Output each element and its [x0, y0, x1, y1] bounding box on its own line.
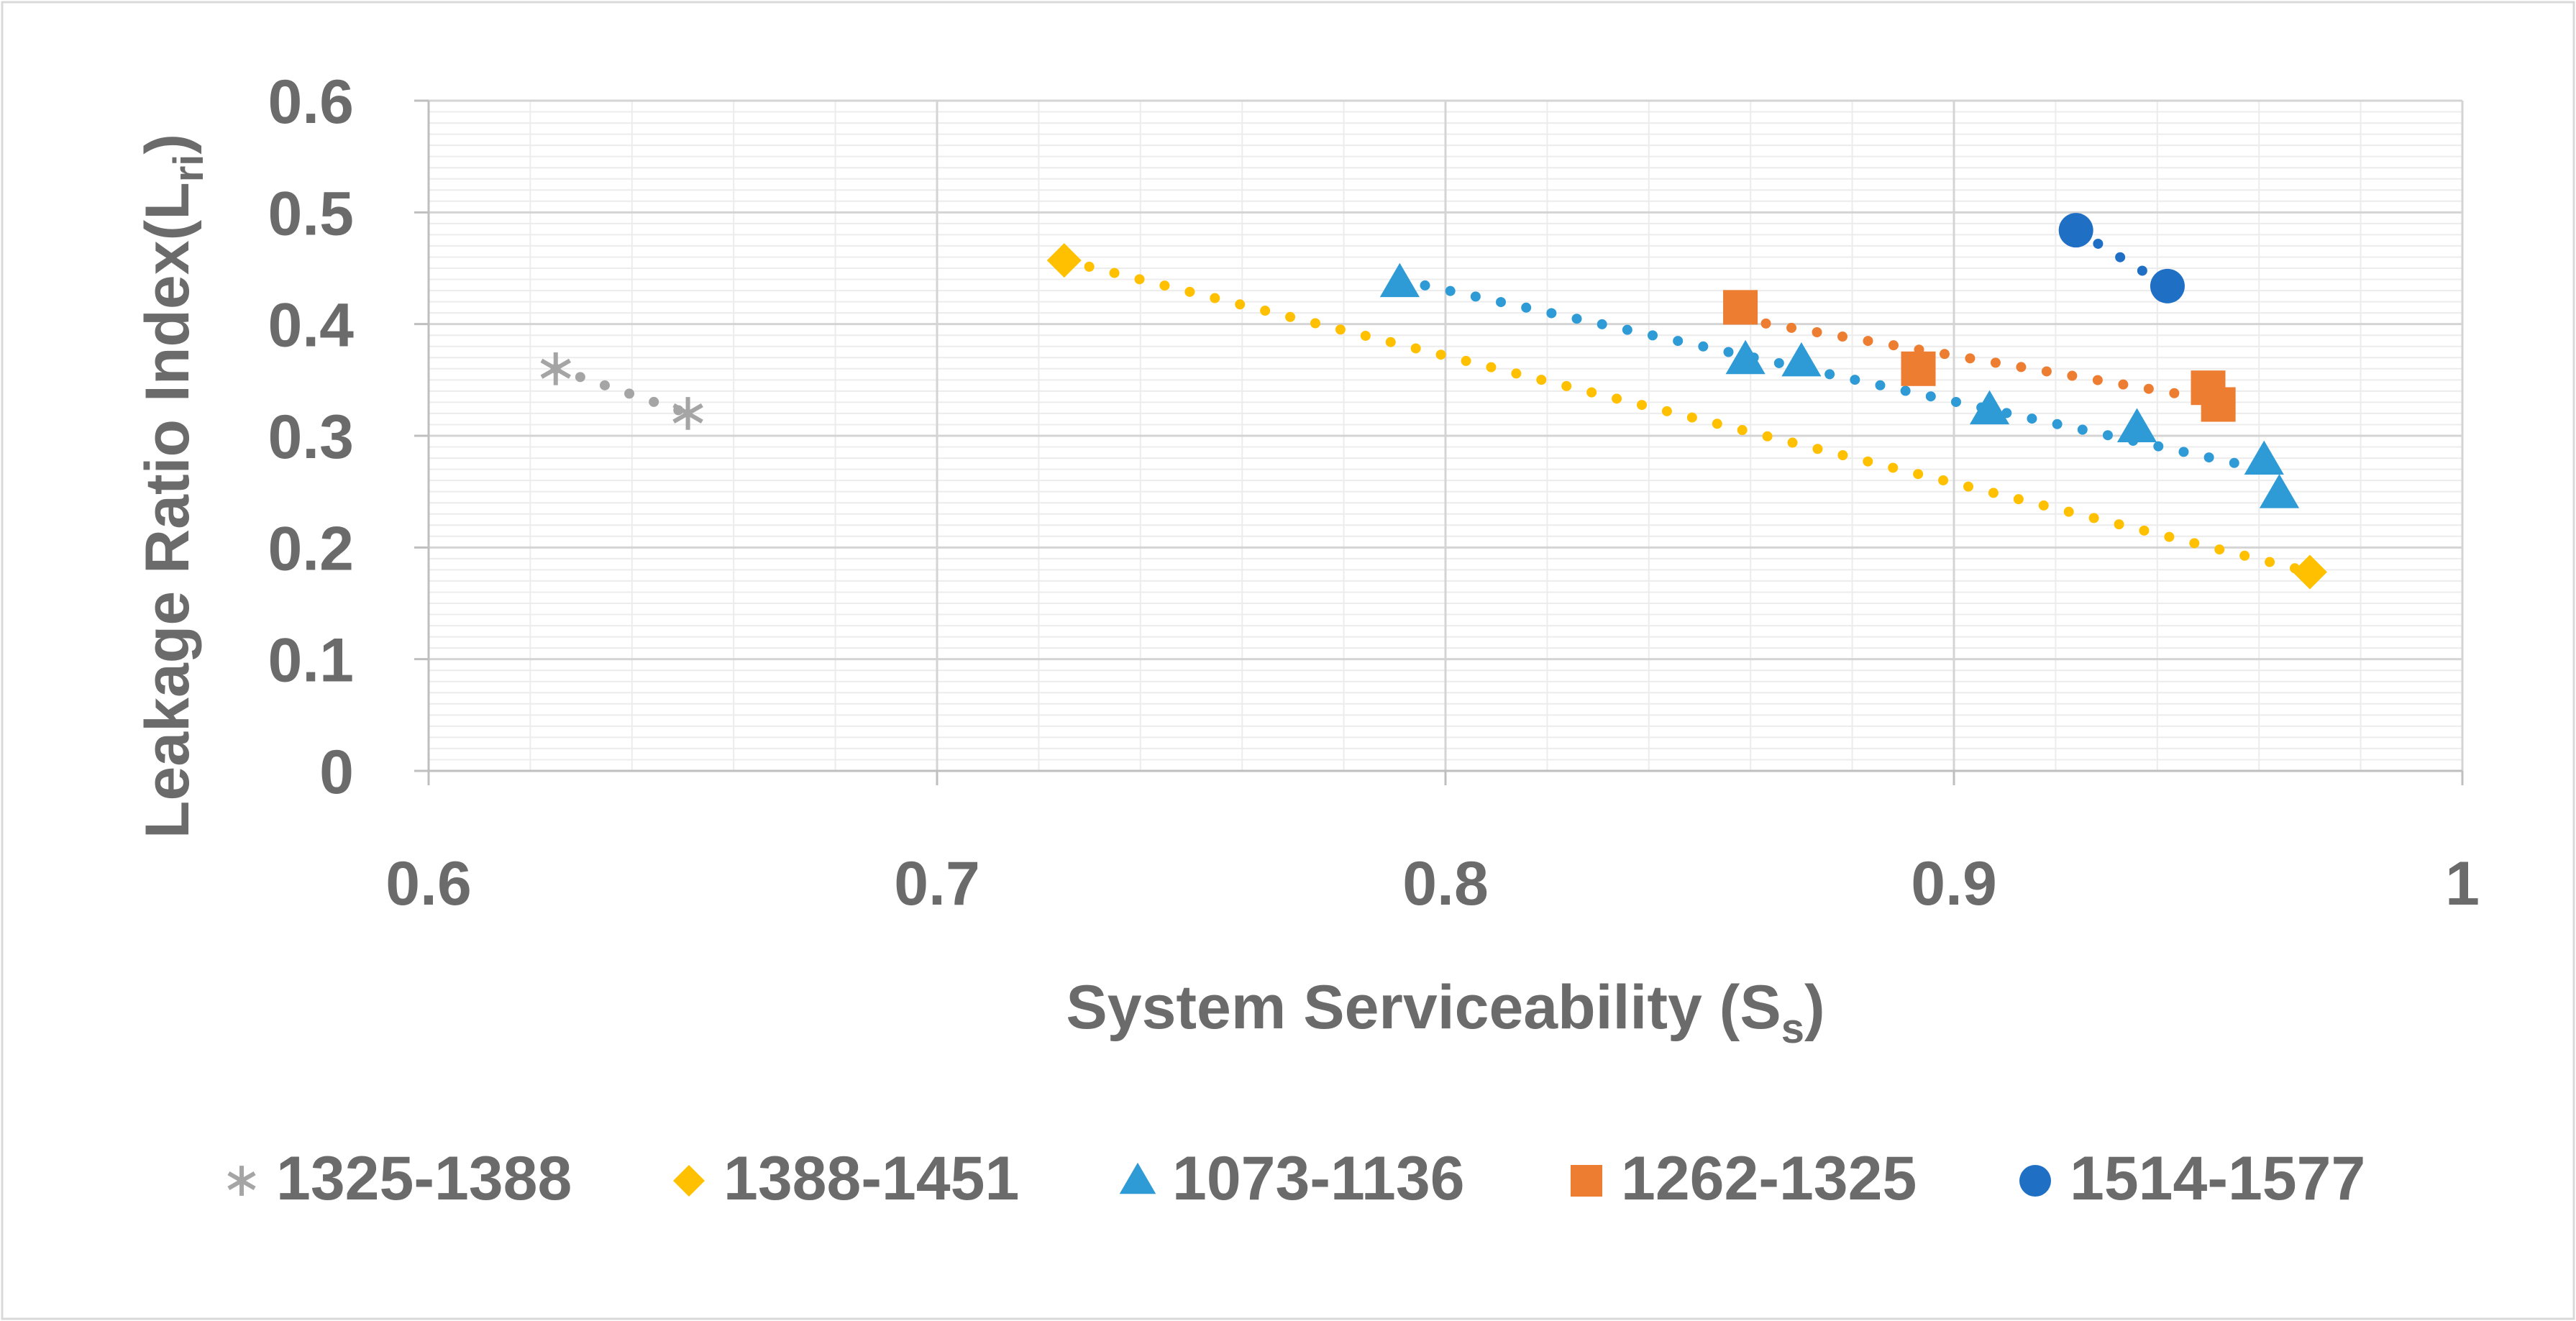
data-point-1514-1577	[2058, 213, 2093, 248]
x-axis-title-subscript: s	[1781, 1005, 1804, 1052]
data-point-1073-1136	[1725, 339, 1766, 375]
legend-label-1262-1325: 1262-1325	[1621, 1144, 1917, 1213]
legend-marker-1325-1388	[227, 1166, 256, 1196]
y-tick-label: 0.5	[268, 179, 354, 248]
legend-label-1514-1577: 1514-1577	[2070, 1144, 2365, 1213]
data-point-1073-1136	[1969, 390, 2010, 425]
data-point-1073-1136	[1781, 342, 1822, 377]
trendline-1325-1388	[550, 363, 693, 419]
legend-label-1388-1451: 1388-1451	[723, 1144, 1019, 1213]
data-point-1073-1136	[2244, 440, 2284, 475]
legend: 1325-1388 1388-1451 1073-1136 1262-1325 1514…	[227, 1144, 2365, 1213]
y-tick-label: 0.4	[268, 291, 354, 360]
y-axis-title-subscript: ri	[165, 155, 212, 183]
legend-marker-1262-1325	[1571, 1165, 1602, 1197]
y-tick-label: 0.1	[268, 626, 354, 695]
x-tick-label: 1	[2445, 849, 2480, 918]
data-point-1073-1136	[2259, 474, 2300, 508]
data-point-1325-1388	[672, 397, 703, 430]
grid-layer	[427, 99, 2464, 772]
data-point-1388-1451	[1046, 243, 1082, 278]
data-point-1073-1136	[1379, 262, 1420, 298]
x-tick-label: 0.8	[1402, 849, 1489, 918]
legend-label-1325-1388: 1325-1388	[276, 1144, 572, 1213]
y-tick-label: 0.6	[268, 68, 354, 137]
data-point-1388-1451	[2292, 554, 2327, 590]
data-point-1325-1388	[540, 352, 571, 385]
data-point-1262-1325	[1901, 351, 1936, 386]
y-tick-label: 0.2	[268, 514, 354, 583]
y-axis-title: Leakage Ratio Index(Lri)	[133, 134, 212, 838]
legend-marker-1514-1577	[2019, 1165, 2051, 1197]
y-tick-label: 0	[319, 738, 354, 807]
trendline-1514-1577	[2070, 225, 2173, 291]
marker-layer	[540, 213, 2327, 590]
x-axis-title-suffix: )	[1804, 973, 1825, 1042]
x-tick-label: 0.6	[385, 849, 472, 918]
text-layer: 0.6 0.7 0.8 0.9 1 0 0.1 0.2 0.3 0.4 0.5 0.6 System S…	[133, 68, 2480, 1052]
axes-layer	[414, 99, 2464, 785]
legend-marker-1073-1136	[1119, 1162, 1156, 1194]
x-axis-title: System Serviceability (Ss)	[1066, 973, 1824, 1052]
y-axis-title-suffix: )	[133, 134, 202, 155]
legend-label-1073-1136: 1073-1136	[1172, 1144, 1465, 1213]
trendline-1262-1325	[1735, 314, 2224, 406]
data-point-1262-1325	[2201, 387, 2236, 422]
data-point-1262-1325	[1723, 290, 1758, 325]
x-tick-label: 0.9	[1911, 849, 1997, 918]
data-point-1514-1577	[2150, 268, 2185, 303]
legend-marker-1388-1451	[673, 1165, 705, 1197]
data-point-1073-1136	[2116, 408, 2157, 442]
x-tick-label: 0.7	[894, 849, 980, 918]
y-tick-label: 0.3	[268, 403, 354, 472]
